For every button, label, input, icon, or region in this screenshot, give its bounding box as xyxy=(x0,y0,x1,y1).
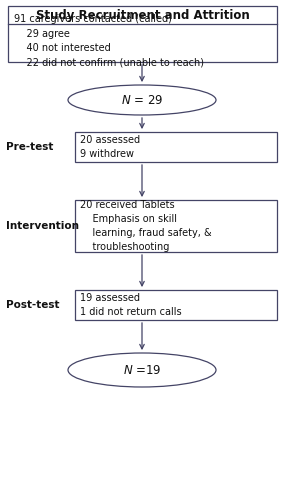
FancyBboxPatch shape xyxy=(75,290,277,320)
Text: 20 assessed
9 withdrew: 20 assessed 9 withdrew xyxy=(80,134,140,160)
Text: Pre-test: Pre-test xyxy=(6,142,53,152)
Ellipse shape xyxy=(68,85,216,115)
Text: $\mathit{N}$ =19: $\mathit{N}$ =19 xyxy=(123,364,161,376)
FancyBboxPatch shape xyxy=(8,6,277,62)
Ellipse shape xyxy=(68,353,216,387)
Text: 19 assessed
1 did not return calls: 19 assessed 1 did not return calls xyxy=(80,292,182,318)
FancyBboxPatch shape xyxy=(75,132,277,162)
Text: Study Recruitment and Attrition: Study Recruitment and Attrition xyxy=(36,8,249,22)
Text: 20 received Tablets
    Emphasis on skill
    learning, fraud safety, &
    trou: 20 received Tablets Emphasis on skill le… xyxy=(80,200,212,252)
FancyBboxPatch shape xyxy=(75,200,277,252)
Text: Intervention: Intervention xyxy=(6,221,79,231)
Text: 91 caregivers contacted (called)
    29 agree
    40 not interested
    22 did n: 91 caregivers contacted (called) 29 agre… xyxy=(14,14,204,68)
Text: $\mathit{N}$ = 29: $\mathit{N}$ = 29 xyxy=(121,94,163,106)
Text: Post-test: Post-test xyxy=(6,300,60,310)
